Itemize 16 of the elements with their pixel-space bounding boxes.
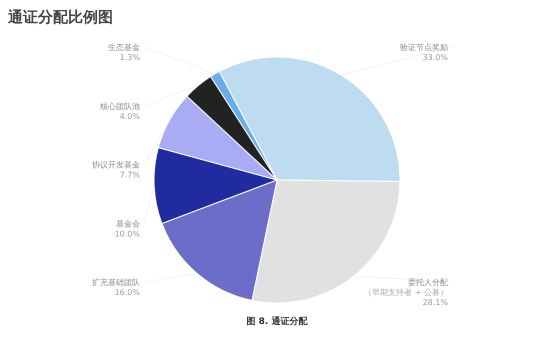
data-label: 1.3% xyxy=(120,53,140,62)
slice-label: 协议开发基金 xyxy=(92,160,140,170)
slice-label: 扩充基础团队 xyxy=(92,278,140,287)
data-label: 7.7% xyxy=(120,170,140,180)
slice-label: 生态基金 xyxy=(108,43,140,52)
data-label: 33.0% xyxy=(422,53,448,62)
data-label: 4.0% xyxy=(120,112,140,121)
data-label: 28.1% xyxy=(422,298,448,307)
slice-label: 验证节点奖励 xyxy=(400,43,448,52)
caption: 图 8. 通证分配 xyxy=(246,316,308,327)
slice-label: 委托人分配（早期支持者 + 公募） xyxy=(364,278,448,297)
chart-title: 通证分配比例图 xyxy=(7,8,113,26)
data-label: 10.0% xyxy=(114,229,140,238)
slice-label: 基金会 xyxy=(116,219,140,228)
data-label: 16.0% xyxy=(114,288,140,297)
slice-label: 核心团队池 xyxy=(99,102,140,111)
